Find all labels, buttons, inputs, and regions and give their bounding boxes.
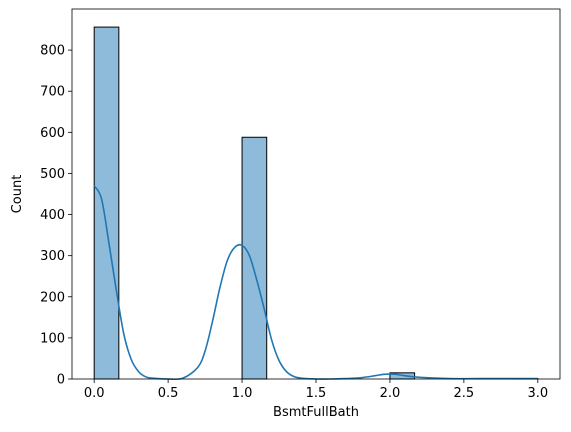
plot-frame — [71, 8, 561, 380]
y-tick-label: 0 — [57, 373, 65, 388]
x-tick-label: 1.0 — [232, 386, 253, 401]
y-axis-label: Count — [10, 175, 25, 214]
y-tick-label: 200 — [40, 290, 65, 305]
x-axis-ticks: 0.0 0.5 1.0 1.5 2.0 2.5 3.0 — [84, 379, 548, 401]
y-axis-ticks: 0 100 200 300 400 500 600 700 800 — [40, 44, 72, 388]
kde-line — [93, 185, 538, 381]
x-tick-label: 2.0 — [380, 386, 401, 401]
y-tick-label: 600 — [40, 126, 65, 141]
y-tick-label: 400 — [40, 208, 65, 223]
x-tick-label: 2.5 — [454, 386, 475, 401]
y-tick-label: 100 — [40, 331, 65, 346]
y-tick-label: 300 — [40, 249, 65, 264]
y-tick-label: 700 — [40, 85, 65, 100]
x-tick-label: 3.0 — [527, 386, 548, 401]
x-tick-label: 0.5 — [158, 386, 179, 401]
kde-curve-group — [93, 185, 538, 381]
histogram-bar — [93, 26, 120, 380]
y-tick-label: 800 — [40, 44, 65, 59]
x-axis-label: BsmtFullBath — [273, 405, 359, 420]
x-tick-label: 1.5 — [306, 386, 327, 401]
x-tick-label: 0.0 — [84, 386, 105, 401]
histogram-bars — [93, 26, 539, 380]
y-tick-label: 500 — [40, 167, 65, 182]
histogram-bar — [241, 136, 268, 380]
